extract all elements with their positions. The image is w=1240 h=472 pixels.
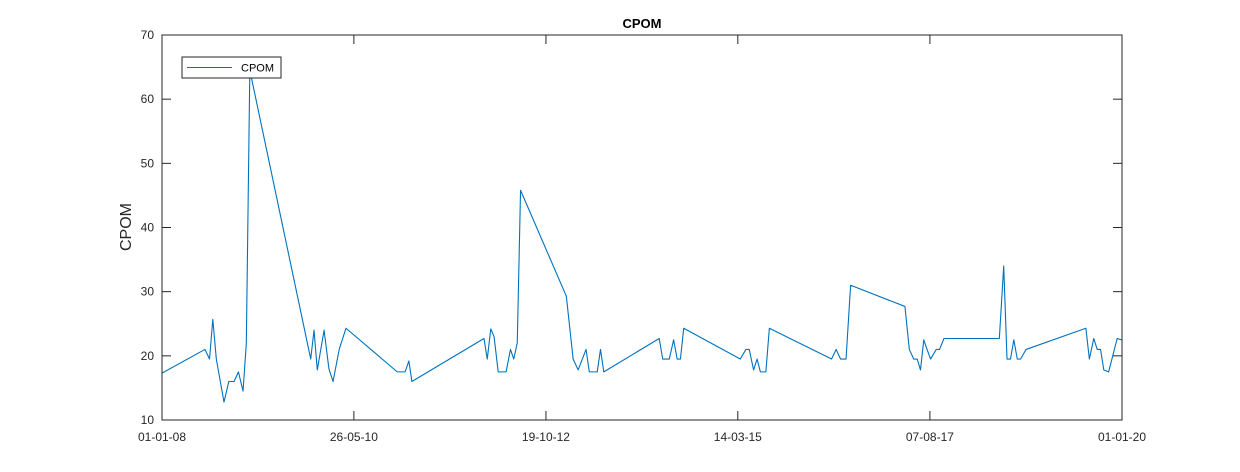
- y-tick-label: 70: [141, 28, 155, 42]
- x-tick-label: 07-08-17: [906, 430, 954, 444]
- series-layer: [162, 69, 1122, 403]
- series-line-cpom: [162, 69, 1122, 403]
- y-tick-label: 10: [141, 413, 155, 427]
- y-tick-label: 30: [141, 285, 155, 299]
- x-axis-ticks: 01-01-08 26-05-10 19-10-12 14-03-15 07-08-17…: [138, 35, 1146, 444]
- y-axis-ticks: 10 20 30 40 50 60 70: [141, 28, 1122, 427]
- x-tick-label: 01-01-08: [138, 430, 186, 444]
- chart-title: CPOM: [623, 16, 662, 31]
- y-tick-label: 20: [141, 349, 155, 363]
- y-axis-label: CPOM: [118, 203, 135, 251]
- legend-entry-cpom: CPOM: [241, 63, 274, 75]
- x-tick-label: 26-05-10: [330, 430, 378, 444]
- y-tick-label: 60: [141, 92, 155, 106]
- y-tick-label: 50: [141, 156, 155, 170]
- plot-area: [162, 35, 1122, 420]
- x-tick-label: 14-03-15: [714, 430, 762, 444]
- x-tick-label: 19-10-12: [522, 430, 570, 444]
- x-tick-label: 01-01-20: [1098, 430, 1146, 444]
- legend: CPOM: [181, 56, 282, 79]
- y-tick-label: 40: [141, 221, 155, 235]
